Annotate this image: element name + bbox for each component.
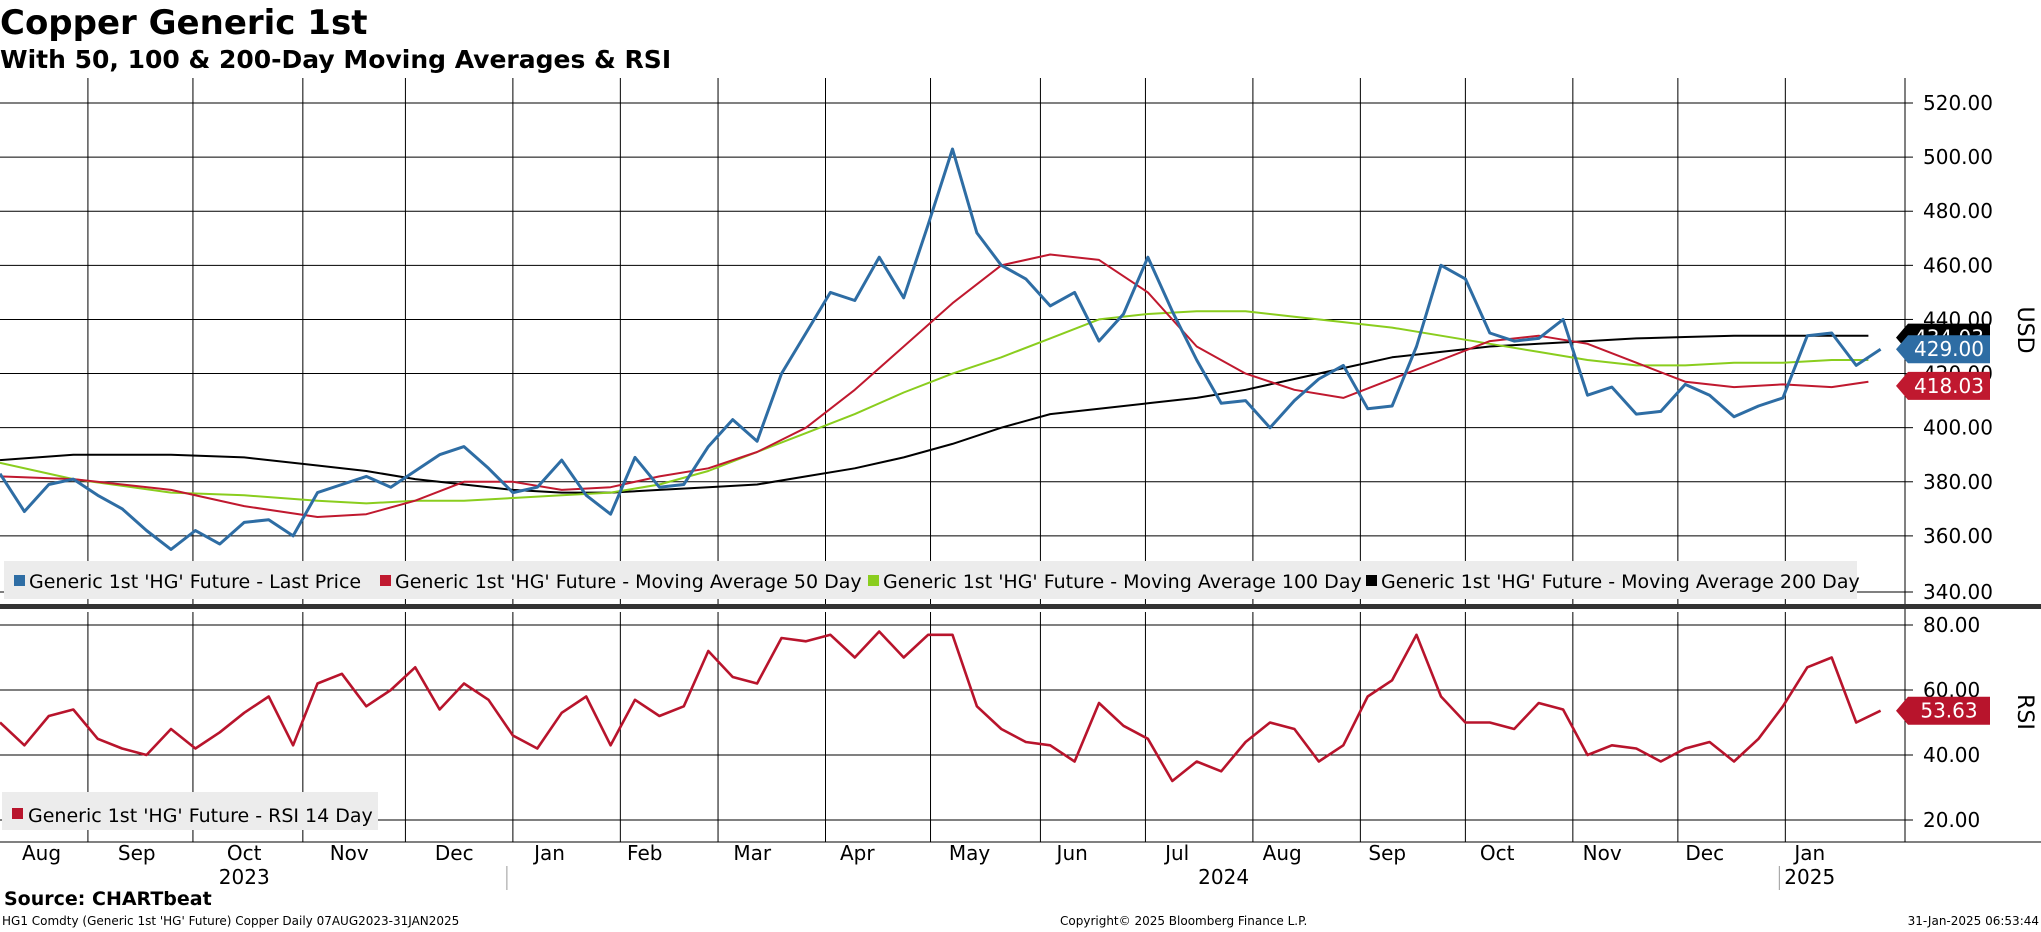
x-tick-label-month: May — [949, 841, 991, 865]
legend-label-rsi: Generic 1st 'HG' Future - RSI 14 Day — [28, 805, 373, 827]
last-value-badge-ma50: 418.03 — [1896, 371, 1990, 400]
series-line-last-price — [0, 147, 1882, 551]
y-tick-label: 460.00 — [1923, 253, 1993, 277]
last-value-badge-rsi: 53.63 — [1896, 696, 1990, 725]
x-tick-label-month: Dec — [1685, 841, 1724, 865]
legend-swatch-ma200 — [1366, 575, 1377, 586]
pane-divider — [0, 604, 2041, 609]
legend-swatch-ma50 — [380, 575, 391, 586]
last-value-badge-ma50-shape — [1896, 371, 1990, 400]
x-tick-label-month: Aug — [22, 841, 61, 865]
last-value-badge-rsi-shape — [1896, 696, 1990, 725]
series-line-ma200 — [0, 334, 1869, 494]
x-tick-label-month: Sep — [1368, 841, 1406, 865]
y-tick-label: 520.00 — [1923, 91, 1993, 115]
legend-background — [4, 561, 1857, 599]
x-tick-label-month: Nov — [1583, 841, 1622, 865]
x-tick-label-month: Jun — [1055, 841, 1088, 865]
legend-swatch-ma100 — [868, 575, 879, 586]
x-tick-label-year: 2024 — [1198, 865, 1249, 889]
legend-label-ma100: Generic 1st 'HG' Future - Moving Average… — [883, 571, 1362, 593]
x-tick-label-month: Dec — [435, 841, 474, 865]
ticker-description: HG1 Comdty (Generic 1st 'HG' Future) Cop… — [2, 914, 460, 928]
x-tick-label-month: Apr — [840, 841, 875, 865]
y-tick-label: 400.00 — [1923, 416, 1993, 440]
x-tick-label-month: Nov — [330, 841, 369, 865]
rsi-y-tick-label: 80.00 — [1923, 613, 1980, 637]
x-tick-label-month: Jan — [532, 841, 565, 865]
x-tick-label-month: Mar — [733, 841, 772, 865]
rsi-y-tick-label: 40.00 — [1923, 743, 1980, 767]
x-tick-label-year: 2025 — [1784, 865, 1835, 889]
y-tick-label: 500.00 — [1923, 145, 1993, 169]
x-tick-label-year: 2023 — [219, 865, 270, 889]
y-tick-label: 480.00 — [1923, 199, 1993, 223]
source-label: Source: CHARTbeat — [4, 888, 212, 910]
x-tick-label-month: Oct — [227, 841, 262, 865]
legend-swatch-last-price — [14, 575, 25, 586]
chart-subtitle: With 50, 100 & 200-Day Moving Averages &… — [0, 45, 672, 74]
legend-rsi: Generic 1st 'HG' Future - RSI 14 Day — [2, 792, 378, 830]
y-tick-label: 380.00 — [1923, 470, 1993, 494]
legend-label-ma200: Generic 1st 'HG' Future - Moving Average… — [1381, 571, 1860, 593]
legend-label-ma50: Generic 1st 'HG' Future - Moving Average… — [395, 571, 862, 593]
last-value-badge-ma50-text: 418.03 — [1914, 374, 1984, 398]
rsi-y-tick-label: 20.00 — [1923, 808, 1980, 832]
chart-title: Copper Generic 1st — [0, 3, 368, 43]
y-tick-label: 340.00 — [1923, 580, 1993, 604]
copyright-notice: Copyright© 2025 Bloomberg Finance L.P. — [1060, 914, 1308, 928]
last-value-badge-last-price-shape — [1896, 335, 1990, 364]
x-tick-label-month: Jul — [1163, 841, 1189, 865]
last-value-badge-last-price-text: 429.00 — [1914, 337, 1984, 361]
y-axis-title: USD — [2012, 306, 2037, 353]
legend-label-last-price: Generic 1st 'HG' Future - Last Price — [29, 571, 361, 593]
x-tick-label-month: Aug — [1263, 841, 1302, 865]
x-tick-label-month: Feb — [627, 841, 662, 865]
generated-timestamp: 31-Jan-2025 06:53:44 — [1907, 914, 2039, 928]
last-value-badge-rsi-text: 53.63 — [1920, 699, 1977, 723]
legend-swatch-rsi — [12, 808, 23, 819]
x-tick-label-month: Sep — [118, 841, 156, 865]
series-line-ma50 — [0, 253, 1869, 518]
last-value-badge-last-price: 429.00 — [1896, 335, 1990, 364]
y-tick-label: 360.00 — [1923, 524, 1993, 548]
legend-background — [2, 792, 378, 830]
legend-price: Generic 1st 'HG' Future - Last Price Gene… — [4, 561, 1860, 599]
x-tick-label-month: Jan — [1792, 841, 1825, 865]
series-line-rsi — [0, 630, 1882, 783]
rsi-axis-title: RSI — [2012, 694, 2037, 730]
x-tick-label-month: Oct — [1480, 841, 1515, 865]
